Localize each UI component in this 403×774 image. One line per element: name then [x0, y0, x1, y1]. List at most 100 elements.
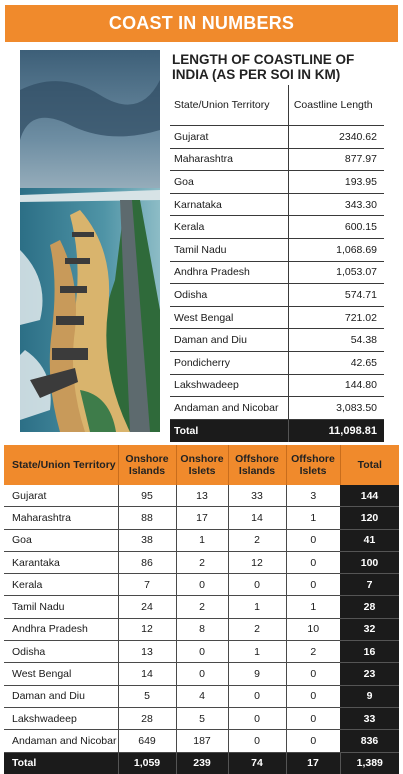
- islands-onshore-islets: 17: [175, 506, 228, 530]
- coastline-row: Daman and Diu 54.38: [170, 328, 384, 352]
- coastline-length: 42.65: [287, 351, 384, 375]
- islands-total: 28: [340, 595, 399, 619]
- islands-onshore-islets: 187: [175, 729, 228, 753]
- islands-onshore-islands-sum: 1,059: [117, 752, 176, 774]
- islands-row: Goa 38 1 2 0 41: [4, 529, 399, 552]
- islands-offshore-islets: 0: [285, 573, 340, 597]
- coastline-row: Tamil Nadu 1,068.69: [170, 238, 384, 262]
- islands-offshore-islets: 1: [285, 595, 340, 619]
- coastline-row: Maharashtra 877.97: [170, 148, 384, 172]
- islands-offshore-islets: 1: [285, 506, 340, 530]
- coastline-row: Goa 193.95: [170, 170, 384, 194]
- islands-row: Andaman and Nicobar 649 187 0 0 836: [4, 729, 399, 753]
- islands-offshore-islands: 0: [227, 729, 286, 753]
- islands-offshore-islets-sum: 17: [285, 752, 340, 774]
- coastline-row: Gujarat 2340.62: [170, 125, 384, 149]
- coastline-state: West Bengal: [170, 306, 289, 330]
- coastline-row: West Bengal 721.02: [170, 306, 384, 330]
- islands-state-sum: Total: [4, 752, 118, 774]
- islands-onshore-islets: 4: [175, 685, 228, 708]
- coastline-length: 721.02: [287, 306, 384, 330]
- islands-offshore-islets: 0: [285, 662, 340, 686]
- islands-state: Gujarat: [4, 485, 118, 508]
- islands-total: 120: [340, 506, 399, 530]
- islands-row: Kerala 7 0 0 0 7: [4, 573, 399, 597]
- islands-onshore-islands: 14: [117, 662, 176, 686]
- islands-offshore-islets: 2: [285, 640, 340, 664]
- islands-total-sum: 1,389: [339, 752, 399, 774]
- islands-onshore-islets: 8: [175, 618, 228, 642]
- islands-total: 100: [340, 551, 399, 575]
- islands-onshore-islands: 5: [117, 685, 176, 708]
- islands-state: West Bengal: [4, 662, 118, 686]
- coastline-length: 600.15: [287, 215, 384, 239]
- coastline-header-state: State/Union Territory: [170, 85, 289, 126]
- islands-total: 836: [340, 729, 399, 753]
- islands-row: Karantaka 86 2 12 0 100: [4, 551, 399, 575]
- islands-state: Karantaka: [4, 551, 118, 575]
- coastline-state: Goa: [170, 170, 289, 194]
- coastline-length: 144.80: [287, 374, 384, 398]
- islands-onshore-islands: 24: [117, 595, 176, 619]
- islands-row: Maharashtra 88 17 14 1 120: [4, 506, 399, 530]
- islands-row: Gujarat 95 13 33 3 144: [4, 485, 399, 508]
- islands-onshore-islands: 95: [117, 485, 176, 508]
- islands-offshore-islands: 2: [227, 618, 286, 642]
- coastline-length: 574.71: [287, 283, 384, 307]
- islands-state: Daman and Diu: [4, 685, 118, 708]
- islands-onshore-islets: 5: [175, 707, 228, 731]
- islands-total: 23: [340, 662, 399, 686]
- islands-offshore-islands: 14: [227, 506, 286, 530]
- islands-row: Andhra Pradesh 12 8 2 10 32: [4, 618, 399, 642]
- coastline-state: Tamil Nadu: [170, 238, 289, 262]
- islands-total: 144: [340, 485, 399, 508]
- islands-offshore-islands-sum: 74: [227, 752, 286, 774]
- islands-onshore-islands: 13: [117, 640, 176, 664]
- islands-offshore-islets: 0: [285, 529, 340, 552]
- islands-header-offshore-islands: Offshore Islands: [227, 445, 286, 485]
- islands-onshore-islands: 88: [117, 506, 176, 530]
- banner-title: COAST IN NUMBERS: [5, 5, 398, 42]
- coastline-row: Lakshwadeep 144.80: [170, 374, 384, 398]
- islands-state: Tamil Nadu: [4, 595, 118, 619]
- islands-onshore-islets-sum: 239: [175, 752, 228, 774]
- islands-offshore-islands: 2: [227, 529, 286, 552]
- islands-offshore-islands: 0: [227, 685, 286, 708]
- islands-onshore-islets: 0: [175, 662, 228, 686]
- islands-total: 7: [340, 573, 399, 597]
- coastline-total-label: Total: [170, 419, 289, 442]
- coastline-length: 193.95: [287, 170, 384, 194]
- coastline-total-value: 11,098.81: [287, 419, 384, 442]
- islands-offshore-islets: 0: [285, 707, 340, 731]
- coastline-length: 877.97: [287, 148, 384, 172]
- islands-offshore-islets: 0: [285, 551, 340, 575]
- islands-onshore-islands: 12: [117, 618, 176, 642]
- coastline-state: Odisha: [170, 283, 289, 307]
- coastline-header-length: Coastline Length: [287, 85, 384, 126]
- islands-offshore-islets: 10: [285, 618, 340, 642]
- islands-header-onshore-islets: Onshore Islets: [175, 445, 228, 485]
- islands-total-row: Total 1,059 239 74 17 1,389: [4, 752, 399, 774]
- islands-onshore-islets: 0: [175, 573, 228, 597]
- islands-header-row: State/Union Territory Onshore Islands On…: [4, 445, 399, 485]
- islands-total: 33: [340, 707, 399, 731]
- islands-onshore-islands: 38: [117, 529, 176, 552]
- coastline-length: 1,053.07: [287, 261, 384, 285]
- islands-onshore-islands: 7: [117, 573, 176, 597]
- islands-state: Andhra Pradesh: [4, 618, 118, 642]
- coastline-row: Karnataka 343.30: [170, 193, 384, 217]
- islands-state: Goa: [4, 529, 118, 552]
- islands-table: State/Union Territory Onshore Islands On…: [4, 445, 399, 774]
- coastline-state: Andaman and Nicobar: [170, 396, 289, 420]
- islands-row: Daman and Diu 5 4 0 0 9: [4, 685, 399, 708]
- islands-offshore-islands: 12: [227, 551, 286, 575]
- coastline-length: 343.30: [287, 193, 384, 217]
- islands-offshore-islands: 1: [227, 595, 286, 619]
- coastline-state: Lakshwadeep: [170, 374, 289, 398]
- islands-state: Kerala: [4, 573, 118, 597]
- coastline-length: 54.38: [287, 328, 384, 352]
- coastline-state: Daman and Diu: [170, 328, 289, 352]
- islands-offshore-islets: 0: [285, 729, 340, 753]
- coastline-state: Pondicherry: [170, 351, 289, 375]
